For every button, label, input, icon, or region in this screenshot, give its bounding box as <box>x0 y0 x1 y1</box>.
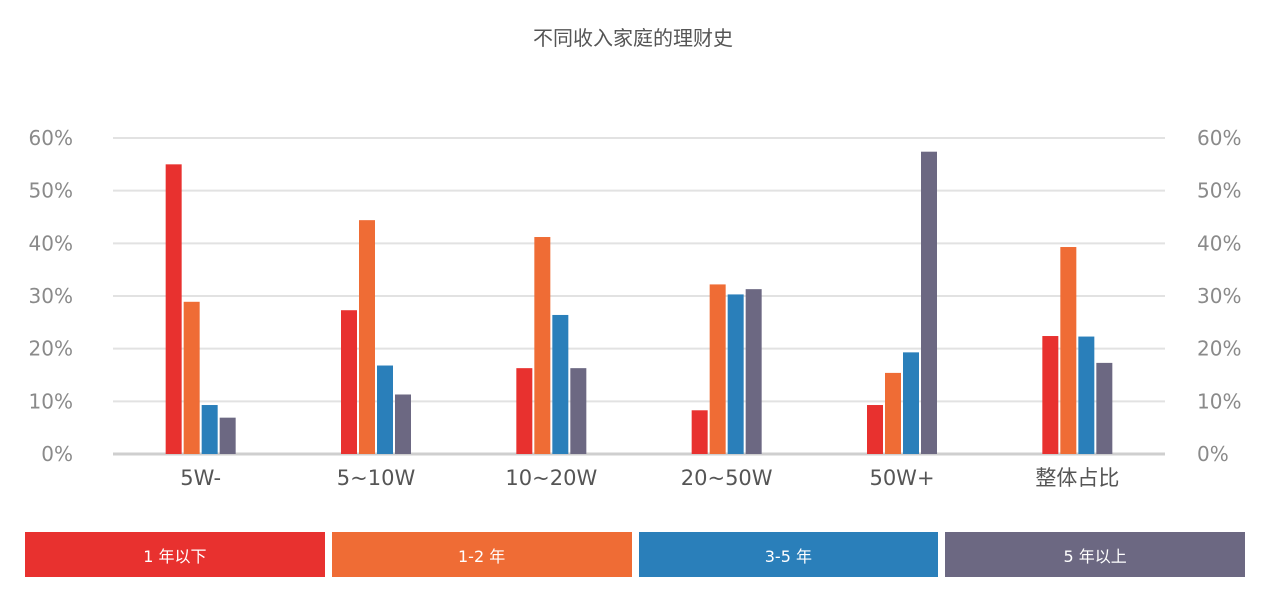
y-tick-label-right: 30% <box>1197 284 1241 308</box>
chart-plot: 不同收入家庭的理财史 0% 0% 10% 10% 20% 20% 30% 30% 40% 40% 5… <box>29 26 1242 490</box>
y-tick-label-left: 40% <box>29 231 73 255</box>
y-tick-label-left: 60% <box>29 126 73 150</box>
bar <box>183 301 200 454</box>
bar <box>341 310 357 454</box>
bar <box>921 151 937 454</box>
bar <box>516 368 533 454</box>
x-tick-label: 整体占比 <box>1035 466 1119 490</box>
legend-item: 1-2 年 <box>331 532 632 577</box>
x-tick-label: 5W- <box>180 466 221 490</box>
bar <box>395 394 411 454</box>
bar <box>534 237 551 454</box>
bar <box>377 365 393 454</box>
bar <box>201 405 218 454</box>
bar <box>165 164 182 455</box>
bar <box>727 294 744 454</box>
y-tick-label-right: 50% <box>1197 179 1241 203</box>
bar <box>1078 336 1095 454</box>
x-tick-label: 10~20W <box>505 466 597 490</box>
y-tick-label-right: 40% <box>1197 231 1241 255</box>
chart-title: 不同收入家庭的理财史 <box>533 26 733 50</box>
bar <box>903 352 919 454</box>
y-tick-label-left: 0% <box>41 442 73 466</box>
legend-item: 5 年以上 <box>945 532 1245 577</box>
bar <box>359 220 375 454</box>
bar <box>745 289 762 454</box>
y-tick-label-left: 50% <box>29 179 73 203</box>
bar <box>1096 362 1113 454</box>
bar <box>219 417 236 454</box>
bar <box>709 284 726 454</box>
bar <box>1042 336 1059 454</box>
bar <box>570 368 587 454</box>
bar <box>1060 247 1077 454</box>
y-tick-label-right: 0% <box>1197 442 1229 466</box>
x-tick-label: 20~50W <box>681 466 773 490</box>
y-tick-label-left: 20% <box>29 337 73 361</box>
y-tick-label-left: 30% <box>29 284 73 308</box>
legend-item: 1 年以下 <box>25 532 325 577</box>
y-tick-label-right: 60% <box>1197 126 1241 150</box>
y-tick-label-right: 10% <box>1197 389 1241 413</box>
x-tick-label: 50W+ <box>869 466 934 490</box>
legend-item: 3-5 年 <box>638 532 939 577</box>
bar <box>691 410 708 454</box>
x-tick-label: 5~10W <box>337 466 416 490</box>
bar <box>885 372 901 454</box>
bar <box>552 314 569 454</box>
bar <box>867 405 883 454</box>
y-tick-label-right: 20% <box>1197 337 1241 361</box>
y-tick-label-left: 10% <box>29 389 73 413</box>
